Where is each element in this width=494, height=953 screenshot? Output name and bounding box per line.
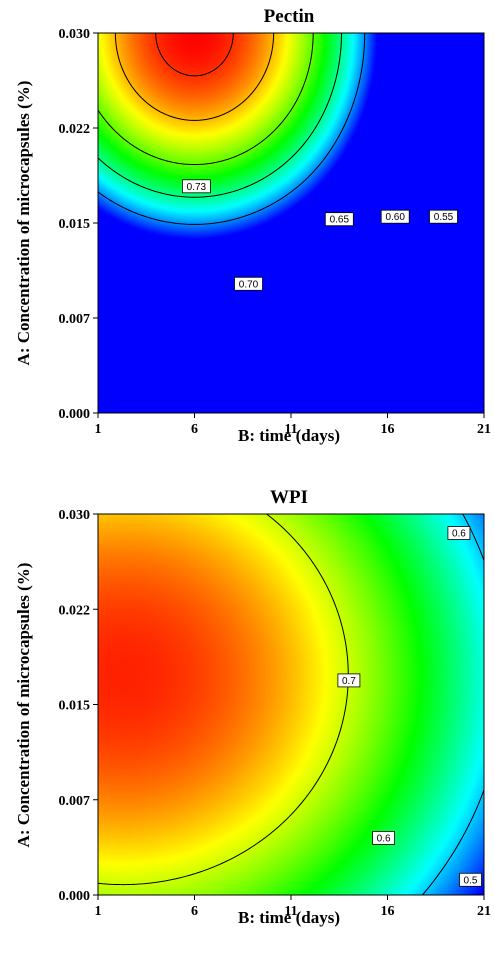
contour-line (97, 32, 366, 225)
contour-label: 0.73 (181, 179, 211, 194)
contour-labels: 0.7 0.6 0.5 0.6 (337, 526, 482, 887)
x-tick-label: 21 (477, 422, 491, 437)
heatmap-surface (98, 33, 484, 413)
contour-label: 0.60 (380, 209, 410, 224)
y-tick-label: 0.015 (59, 699, 91, 714)
contour-label-text: 0.73 (187, 182, 207, 193)
contour-lines (97, 32, 366, 225)
contour-label: 0.6 (372, 831, 396, 845)
contour-label: 0.55 (429, 209, 458, 224)
y-tick-label: 0.015 (59, 217, 91, 232)
y-tick-label: 0.007 (59, 794, 91, 809)
y-tick-label: 0.030 (59, 27, 91, 42)
x-tick-label: 21 (477, 904, 491, 919)
contour-label-text: 0.6 (377, 833, 391, 844)
y-tick-label: 0.022 (59, 122, 91, 137)
x-tick-label: 11 (284, 422, 297, 437)
chart-title: Pectin (264, 6, 315, 27)
y-ticks: 0.000 0.007 0.015 0.022 0.030 (59, 508, 98, 904)
x-tick-label: 16 (381, 904, 395, 919)
contour-line (155, 32, 234, 77)
y-axis-label: A: Concentration of microcapsules (%) (14, 81, 33, 366)
y-tick-label: 0.000 (59, 889, 91, 904)
contour-labels: 0.73 0.70 0.65 0.60 0.55 (181, 179, 458, 291)
x-tick-label: 1 (95, 904, 102, 919)
contour-line (114, 32, 275, 121)
x-tick-label: 16 (381, 422, 395, 437)
x-tick-label: 6 (191, 904, 198, 919)
contour-lines (97, 513, 485, 896)
x-tick-label: 1 (95, 422, 102, 437)
contour-label: 0.65 (324, 212, 354, 227)
contour-label: 0.5 (459, 872, 482, 887)
contour-label-text: 0.65 (330, 215, 350, 226)
contour-line (97, 513, 349, 886)
x-tick-label: 11 (284, 904, 297, 919)
heatmap-image (98, 514, 484, 895)
contour-label-text: 0.7 (342, 676, 356, 687)
contour-label-text: 0.60 (385, 212, 405, 223)
chart-title: WPI (270, 487, 308, 508)
contour-label-text: 0.6 (452, 529, 466, 540)
contour-label: 0.7 (337, 673, 361, 688)
y-tick-label: 0.022 (59, 603, 91, 618)
contour-label-text: 0.5 (464, 875, 478, 886)
x-ticks: 1 6 11 16 21 (95, 413, 491, 437)
heatmap-image (98, 33, 484, 413)
x-ticks: 1 6 11 16 21 (95, 895, 491, 919)
contour-label: 0.70 (234, 276, 263, 291)
contour-line (97, 32, 314, 166)
y-tick-label: 0.030 (59, 508, 91, 523)
contour-label-text: 0.55 (434, 212, 454, 223)
chart-pectin: Pectin 1 6 11 16 21 0.0000.0070.0150.0220.03… (14, 6, 491, 445)
contour-line (422, 513, 485, 896)
contour-label: 0.6 (447, 526, 471, 540)
y-axis-label: A: Concentration of microcapsules (%) (14, 563, 33, 848)
x-axis-label: B: time (days) (238, 426, 340, 445)
x-axis-label: B: time (days) (238, 908, 340, 927)
x-tick-label: 6 (191, 422, 198, 437)
y-tick-label: 0.007 (59, 312, 91, 327)
y-tick-label: 0.000 (59, 407, 91, 422)
contour-label-text: 0.70 (239, 279, 259, 290)
heatmap-surface (98, 514, 484, 895)
y-ticks: 0.000 0.007 0.015 0.022 0.030 (59, 27, 98, 422)
contour-line (97, 32, 343, 198)
